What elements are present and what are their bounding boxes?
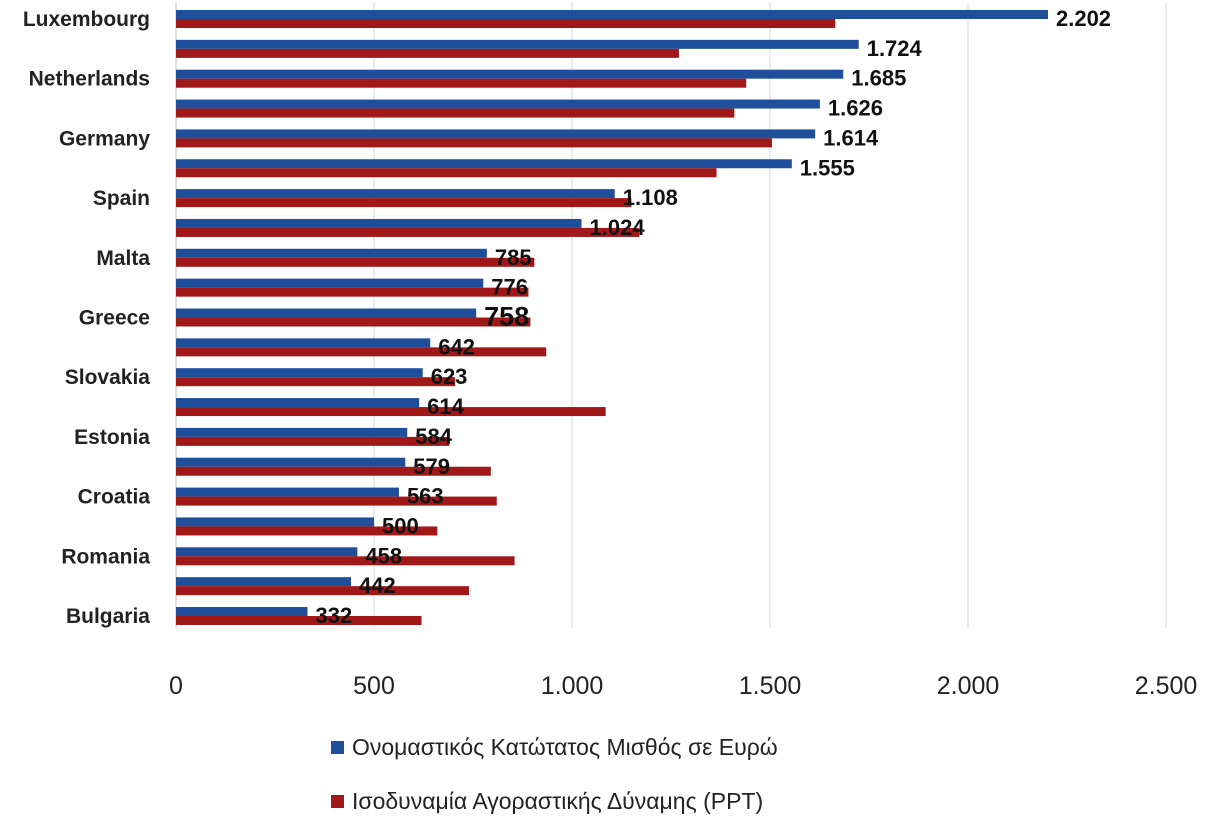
data-label-nominal: 1.685 — [851, 66, 906, 91]
category-label: Estonia — [74, 426, 150, 449]
bar-ppp — [176, 556, 515, 566]
bar-ppp — [176, 317, 531, 327]
bar-ppp — [176, 19, 836, 28]
bar-nominal — [176, 427, 408, 437]
bar-ppp — [176, 616, 422, 625]
data-label-nominal: 758 — [484, 302, 529, 332]
bar-ppp — [176, 257, 535, 267]
bar-ppp — [176, 287, 529, 297]
data-label-nominal: 458 — [365, 543, 402, 568]
data-label-nominal: 563 — [407, 484, 444, 509]
x-tick-label: 2.000 — [937, 672, 1000, 700]
bar-ppp — [176, 198, 632, 208]
data-label-nominal: 584 — [415, 424, 452, 449]
bar-nominal — [176, 10, 1048, 19]
data-label-nominal: 442 — [359, 573, 396, 598]
data-labels: 2.202 1.724 1.685 1.626 1.614 1.555 1.108 1.024… — [315, 6, 1111, 628]
bar-nominal — [176, 69, 844, 79]
legend-label-ppp: Ισοδυναμία Αγοραστικής Δύναμης (PPT) — [352, 788, 763, 814]
bar-nominal — [176, 457, 406, 467]
data-label-nominal: 1.024 — [590, 215, 646, 240]
legend-swatch-nominal — [331, 741, 344, 754]
category-label: Spain — [93, 187, 150, 210]
category-label: Slovakia — [65, 366, 151, 389]
bar-nominal — [176, 577, 352, 587]
category-label: Netherlands — [29, 68, 150, 91]
data-label-nominal: 1.614 — [823, 125, 879, 150]
data-label-nominal: 1.724 — [867, 36, 923, 61]
legend: Ονομαστικός Κατώτατος Μισθός σε Ευρώ Ισο… — [331, 734, 778, 814]
category-label: Croatia — [78, 486, 151, 509]
category-label: Greece — [79, 307, 150, 330]
legend-swatch-ppp — [331, 795, 344, 808]
data-label-nominal: 579 — [413, 454, 450, 479]
x-tick-label: 500 — [353, 672, 395, 700]
bar-ppp — [176, 108, 735, 118]
x-tick-labels: 0 500 1.000 1.500 2.000 2.500 — [169, 672, 1197, 700]
data-label-nominal: 500 — [382, 513, 419, 538]
bar-ppp — [176, 168, 717, 178]
bar-nominal — [176, 308, 477, 318]
data-label-nominal: 623 — [431, 364, 468, 389]
bar-ppp — [176, 377, 456, 387]
bar-nominal — [176, 248, 487, 258]
data-label-nominal: 1.108 — [623, 185, 678, 210]
bar-nominal — [176, 159, 792, 169]
bar-nominal — [176, 278, 484, 288]
bar-nominal — [176, 39, 859, 49]
bar-nominal — [176, 487, 399, 497]
bar-ppp — [176, 48, 679, 58]
data-label-nominal: 1.555 — [800, 155, 855, 180]
category-label: Bulgaria — [66, 605, 150, 628]
category-label: Luxembourg — [23, 8, 150, 31]
bar-nominal — [176, 338, 431, 348]
data-label-nominal: 332 — [315, 603, 352, 628]
x-tick-label: 2.500 — [1135, 672, 1198, 700]
legend-label-nominal: Ονομαστικός Κατώτατος Μισθός σε Ευρώ — [352, 734, 778, 760]
bar-ppp — [176, 466, 491, 476]
bar-nominal — [176, 398, 420, 408]
data-label-nominal: 614 — [427, 394, 464, 419]
x-tick-label: 1.000 — [541, 672, 604, 700]
category-label: Malta — [96, 247, 150, 270]
bar-ppp — [176, 347, 547, 357]
bar-ppp — [176, 526, 438, 536]
x-tick-label: 0 — [169, 672, 183, 700]
data-label-nominal: 776 — [491, 275, 528, 300]
data-label-nominal: 2.202 — [1056, 6, 1111, 31]
bar-ppp — [176, 586, 470, 596]
bar-ppp — [176, 407, 606, 417]
data-label-nominal: 785 — [495, 245, 532, 270]
bar-nominal — [176, 99, 820, 109]
bar-nominal — [176, 547, 358, 557]
data-label-nominal: 642 — [438, 334, 475, 359]
bar-ppp — [176, 436, 450, 446]
category-label: Romania — [61, 545, 150, 568]
bars — [176, 10, 1048, 625]
bar-nominal — [176, 607, 308, 616]
bar-ppp — [176, 496, 497, 506]
bar-nominal — [176, 368, 423, 378]
bar-nominal — [176, 218, 582, 228]
category-labels: Luxembourg Netherlands Germany Spain Malta Gr… — [23, 8, 150, 628]
x-tick-label: 1.500 — [739, 672, 802, 700]
category-label: Germany — [59, 127, 150, 150]
bar-nominal — [176, 189, 615, 199]
bar-ppp — [176, 138, 772, 148]
bar-nominal — [176, 517, 374, 527]
bar-ppp — [176, 227, 640, 237]
bar-ppp — [176, 78, 747, 88]
data-label-nominal: 1.626 — [828, 96, 883, 121]
bar-nominal — [176, 129, 816, 139]
